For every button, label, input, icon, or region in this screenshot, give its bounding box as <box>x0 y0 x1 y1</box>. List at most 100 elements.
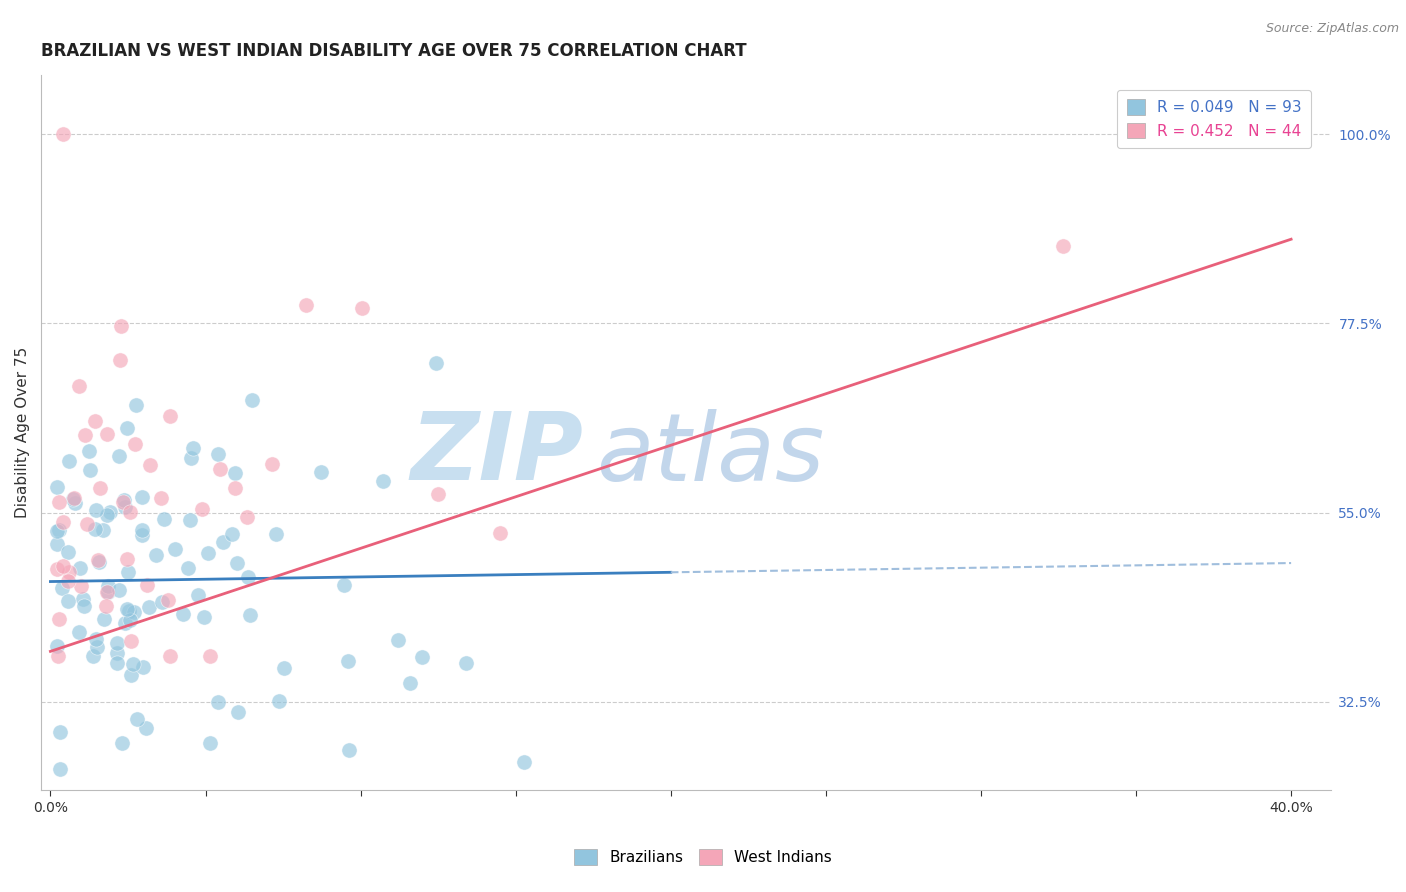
Point <box>83 522 105 536</box>
Point <box>56 545 79 559</box>
Point <box>48 725 70 739</box>
Point <box>108 582 131 597</box>
Point <box>120 634 142 648</box>
Text: ZIP: ZIP <box>411 409 583 500</box>
Point <box>98 505 121 519</box>
Point <box>45 524 67 538</box>
Point <box>211 535 233 549</box>
Point <box>224 481 246 495</box>
Point <box>77 444 100 458</box>
Point <box>45 537 67 551</box>
Point <box>226 556 249 570</box>
Point <box>159 648 181 663</box>
Point <box>264 526 287 541</box>
Point <box>112 493 135 508</box>
Point <box>131 528 153 542</box>
Point <box>125 712 148 726</box>
Y-axis label: Disability Age Over 75: Disability Age Over 75 <box>15 347 30 518</box>
Point <box>117 565 139 579</box>
Point <box>138 599 160 614</box>
Point <box>122 657 145 671</box>
Text: Source: ZipAtlas.com: Source: ZipAtlas.com <box>1265 22 1399 36</box>
Point <box>108 352 131 367</box>
Point <box>153 512 176 526</box>
Point <box>115 420 138 434</box>
Point <box>176 561 198 575</box>
Point <box>48 611 70 625</box>
Point <box>52 559 75 574</box>
Point <box>236 570 259 584</box>
Point <box>46 480 69 494</box>
Point <box>70 579 93 593</box>
Point <box>105 646 128 660</box>
Point <box>93 612 115 626</box>
Point <box>235 509 257 524</box>
Point <box>456 657 478 671</box>
Point <box>84 414 107 428</box>
Point <box>135 721 157 735</box>
Point <box>209 462 232 476</box>
Text: BRAZILIAN VS WEST INDIAN DISABILITY AGE OVER 75 CORRELATION CHART: BRAZILIAN VS WEST INDIAN DISABILITY AGE … <box>41 42 747 60</box>
Point <box>242 392 264 407</box>
Point <box>87 555 110 569</box>
Point <box>118 604 141 618</box>
Point <box>294 298 316 312</box>
Point <box>67 379 90 393</box>
Point <box>207 695 229 709</box>
Point <box>63 491 86 505</box>
Point <box>333 578 356 592</box>
Point <box>73 599 96 613</box>
Legend: Brazilians, West Indians: Brazilians, West Indians <box>568 843 838 871</box>
Point <box>371 475 394 489</box>
Point <box>239 607 262 622</box>
Point <box>84 503 107 517</box>
Point <box>120 668 142 682</box>
Point <box>267 694 290 708</box>
Point <box>273 661 295 675</box>
Text: atlas: atlas <box>596 409 824 500</box>
Point <box>115 602 138 616</box>
Legend: R = 0.049   N = 93, R = 0.452   N = 44: R = 0.049 N = 93, R = 0.452 N = 44 <box>1118 90 1310 148</box>
Point <box>425 356 447 370</box>
Point <box>221 526 243 541</box>
Point <box>52 127 75 141</box>
Point <box>124 436 146 450</box>
Point <box>193 610 215 624</box>
Point <box>118 613 141 627</box>
Point <box>180 450 202 465</box>
Point <box>172 607 194 622</box>
Point <box>86 640 108 654</box>
Point <box>63 495 86 509</box>
Point <box>96 508 118 522</box>
Point <box>111 736 134 750</box>
Point <box>350 301 373 315</box>
Point <box>105 636 128 650</box>
Point <box>45 639 67 653</box>
Point <box>139 458 162 472</box>
Point <box>62 491 84 506</box>
Point <box>45 562 67 576</box>
Point <box>87 553 110 567</box>
Point <box>426 487 449 501</box>
Point <box>76 517 98 532</box>
Point <box>52 515 75 529</box>
Point <box>145 548 167 562</box>
Point <box>97 585 120 599</box>
Point <box>114 615 136 630</box>
Point <box>131 523 153 537</box>
Point <box>224 466 246 480</box>
Point <box>75 428 97 442</box>
Point <box>58 454 80 468</box>
Point <box>198 736 221 750</box>
Point <box>159 409 181 424</box>
Point <box>84 632 107 646</box>
Point <box>120 505 142 519</box>
Point <box>1052 239 1074 253</box>
Point <box>58 574 80 589</box>
Point <box>207 447 229 461</box>
Point <box>197 546 219 560</box>
Point <box>136 578 159 592</box>
Point <box>150 594 173 608</box>
Point <box>156 593 179 607</box>
Point <box>122 605 145 619</box>
